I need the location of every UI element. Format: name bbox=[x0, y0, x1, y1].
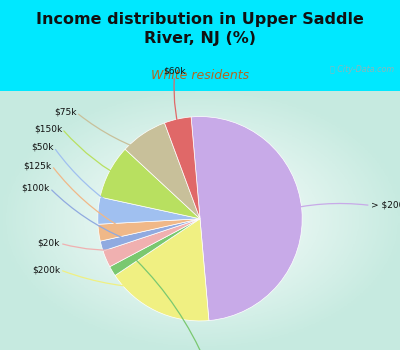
Wedge shape bbox=[164, 117, 200, 219]
Wedge shape bbox=[115, 219, 209, 321]
Text: $60k: $60k bbox=[163, 66, 186, 76]
Text: White residents: White residents bbox=[151, 69, 249, 82]
Text: $100k: $100k bbox=[22, 184, 50, 192]
Wedge shape bbox=[191, 117, 302, 321]
Text: ⓘ City-Data.com: ⓘ City-Data.com bbox=[330, 65, 394, 75]
Text: > $200k: > $200k bbox=[371, 201, 400, 210]
Wedge shape bbox=[100, 219, 200, 251]
Wedge shape bbox=[98, 219, 200, 241]
Text: $125k: $125k bbox=[24, 161, 52, 170]
Text: $20k: $20k bbox=[38, 239, 60, 248]
Wedge shape bbox=[100, 149, 200, 219]
Wedge shape bbox=[103, 219, 200, 267]
Wedge shape bbox=[98, 197, 200, 224]
Wedge shape bbox=[110, 219, 200, 275]
Text: $75k: $75k bbox=[54, 108, 76, 117]
Text: Income distribution in Upper Saddle
River, NJ (%): Income distribution in Upper Saddle Rive… bbox=[36, 12, 364, 46]
Text: $50k: $50k bbox=[31, 143, 54, 152]
Text: $150k: $150k bbox=[34, 124, 62, 133]
Text: $200k: $200k bbox=[32, 265, 60, 274]
Wedge shape bbox=[125, 123, 200, 219]
